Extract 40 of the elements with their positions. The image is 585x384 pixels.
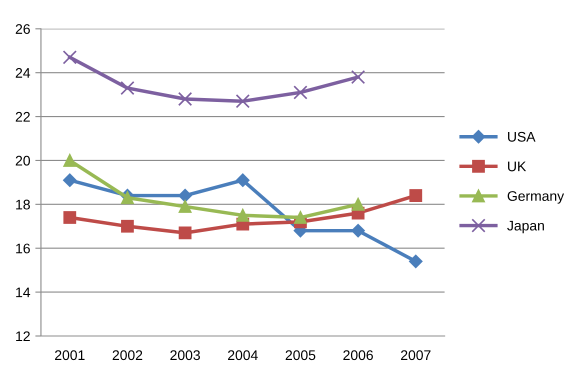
- y-tick-label: 16: [16, 244, 30, 254]
- point: [63, 154, 76, 167]
- point: [236, 94, 250, 108]
- point: [178, 226, 192, 240]
- x-tick-label: 2007: [401, 350, 431, 360]
- point: [178, 200, 192, 213]
- point: [294, 211, 307, 224]
- point: [121, 220, 134, 233]
- x-tick-label: 2001: [55, 350, 85, 360]
- x-tick-label: 2006: [343, 350, 373, 360]
- point: [62, 50, 77, 64]
- point: [293, 85, 308, 100]
- x-tick-label: 2003: [170, 350, 200, 360]
- point: [352, 198, 364, 211]
- x-tick-label: 2005: [286, 350, 316, 360]
- y-tick-label: 24: [16, 68, 30, 78]
- point: [120, 80, 135, 96]
- point: [63, 173, 77, 187]
- legend-label: Japan: [507, 220, 544, 234]
- y-tick-label: 18: [16, 200, 30, 210]
- x-tick-label: 2004: [228, 350, 258, 360]
- legend-label: UK: [508, 162, 526, 172]
- legend-label: Germany: [508, 191, 564, 204]
- point: [63, 211, 76, 224]
- point: [236, 173, 250, 187]
- point: [236, 208, 250, 222]
- point: [121, 191, 134, 204]
- point: [351, 224, 365, 238]
- y-tick-label: 26: [16, 24, 30, 34]
- x-tick-label: 2002: [112, 350, 142, 360]
- point: [178, 92, 192, 106]
- point: [409, 189, 422, 202]
- y-tick-label: 20: [16, 156, 30, 166]
- y-tick-label: 14: [16, 288, 30, 298]
- point: [178, 188, 192, 202]
- y-tick-label: 12: [16, 331, 30, 342]
- y-tick-label: 22: [16, 112, 30, 122]
- legend-label: USA: [508, 132, 536, 142]
- point: [409, 254, 422, 268]
- point: [351, 70, 366, 84]
